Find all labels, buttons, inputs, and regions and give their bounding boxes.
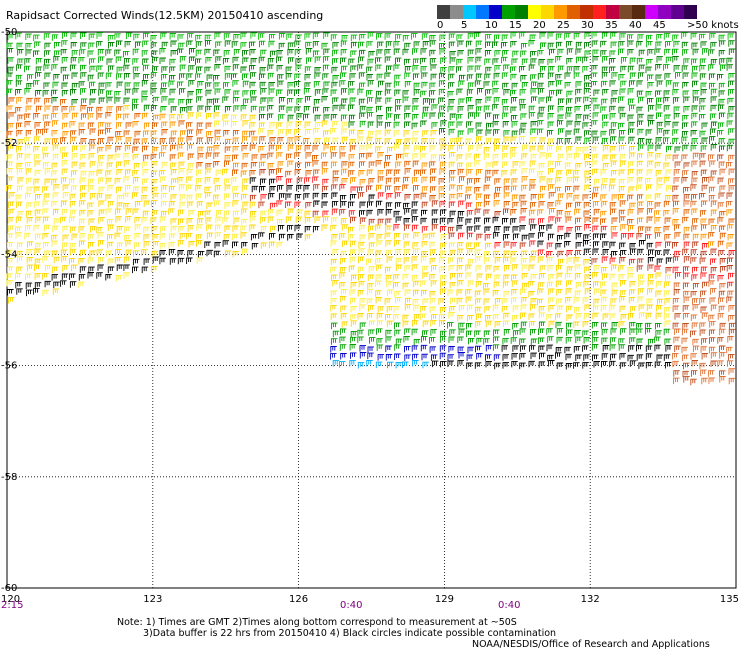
latitude-tick-label: -52 [1,138,17,149]
longitude-labels: 120 123 126 129 132 135 [1,594,739,605]
map-frame [6,31,737,589]
wind-speed-color-scale [437,5,697,19]
scale-swatch [554,5,568,19]
scale-swatch [450,5,464,19]
scale-swatch [645,5,659,19]
time-label-left: 2:15 [1,600,23,611]
scale-swatch [437,5,451,19]
longitude-tick-label: 129 [435,594,454,605]
wind-barbs [6,32,736,386]
scale-label: 5 [461,20,468,31]
scale-swatch [476,5,490,19]
scale-swatch [463,5,477,19]
scale-label: 40 [629,20,642,31]
scale-label: >50 knots [687,20,739,31]
time-label-mid: 0:40 [340,600,362,611]
wind-speed-scale-labels: 0 5 10 15 20 25 30 35 40 45 >50 knots [437,20,740,32]
longitude-tick-label: 120 [1,594,20,605]
longitude-tick-label: 123 [143,594,162,605]
scale-swatch [619,5,633,19]
latitude-tick-label: -56 [1,361,17,372]
scale-label: 30 [581,20,594,31]
scale-label: 25 [557,20,570,31]
scale-swatch [489,5,503,19]
scale-swatch [684,5,697,19]
scale-swatch [567,5,581,19]
scale-swatch [541,5,555,19]
scale-label: 20 [533,20,546,31]
scale-swatch [606,5,620,19]
scale-label: 15 [509,20,522,31]
longitude-tick-label: 135 [720,594,739,605]
scale-label: 45 [653,20,666,31]
footnote-line-2: 3)Data buffer is 22 hrs from 20150410 4)… [143,628,557,639]
time-label-right: 0:40 [498,600,520,611]
latitude-tick-label: -58 [1,472,17,483]
scale-label: 35 [605,20,618,31]
latitude-tick-label: -60 [1,583,17,594]
latitude-tick-label: -50 [1,27,17,38]
latitude-tick-label: -54 [1,249,17,260]
scale-swatch [502,5,516,19]
scale-swatch [632,5,646,19]
scale-label: 0 [437,20,444,31]
scale-swatch [671,5,685,19]
longitude-tick-label: 132 [581,594,600,605]
credit-line: NOAA/NESDIS/Office of Research and Appli… [472,639,710,650]
scale-swatch [515,5,529,19]
scale-swatch [528,5,542,19]
footnote-line-1: Note: 1) Times are GMT 2)Times along bot… [117,617,517,628]
footnotes: Note: 1) Times are GMT 2)Times along bot… [117,617,556,639]
latitude-labels: -50 -52 -54 -56 -58 -60 [1,27,17,594]
scale-label: 10 [485,20,498,31]
scale-swatch [580,5,594,19]
scale-swatch [593,5,607,19]
longitude-tick-label: 126 [289,594,308,605]
scale-swatch [658,5,672,19]
map-title: Rapidsact Corrected Winds(12.5KM) 201504… [6,9,324,22]
